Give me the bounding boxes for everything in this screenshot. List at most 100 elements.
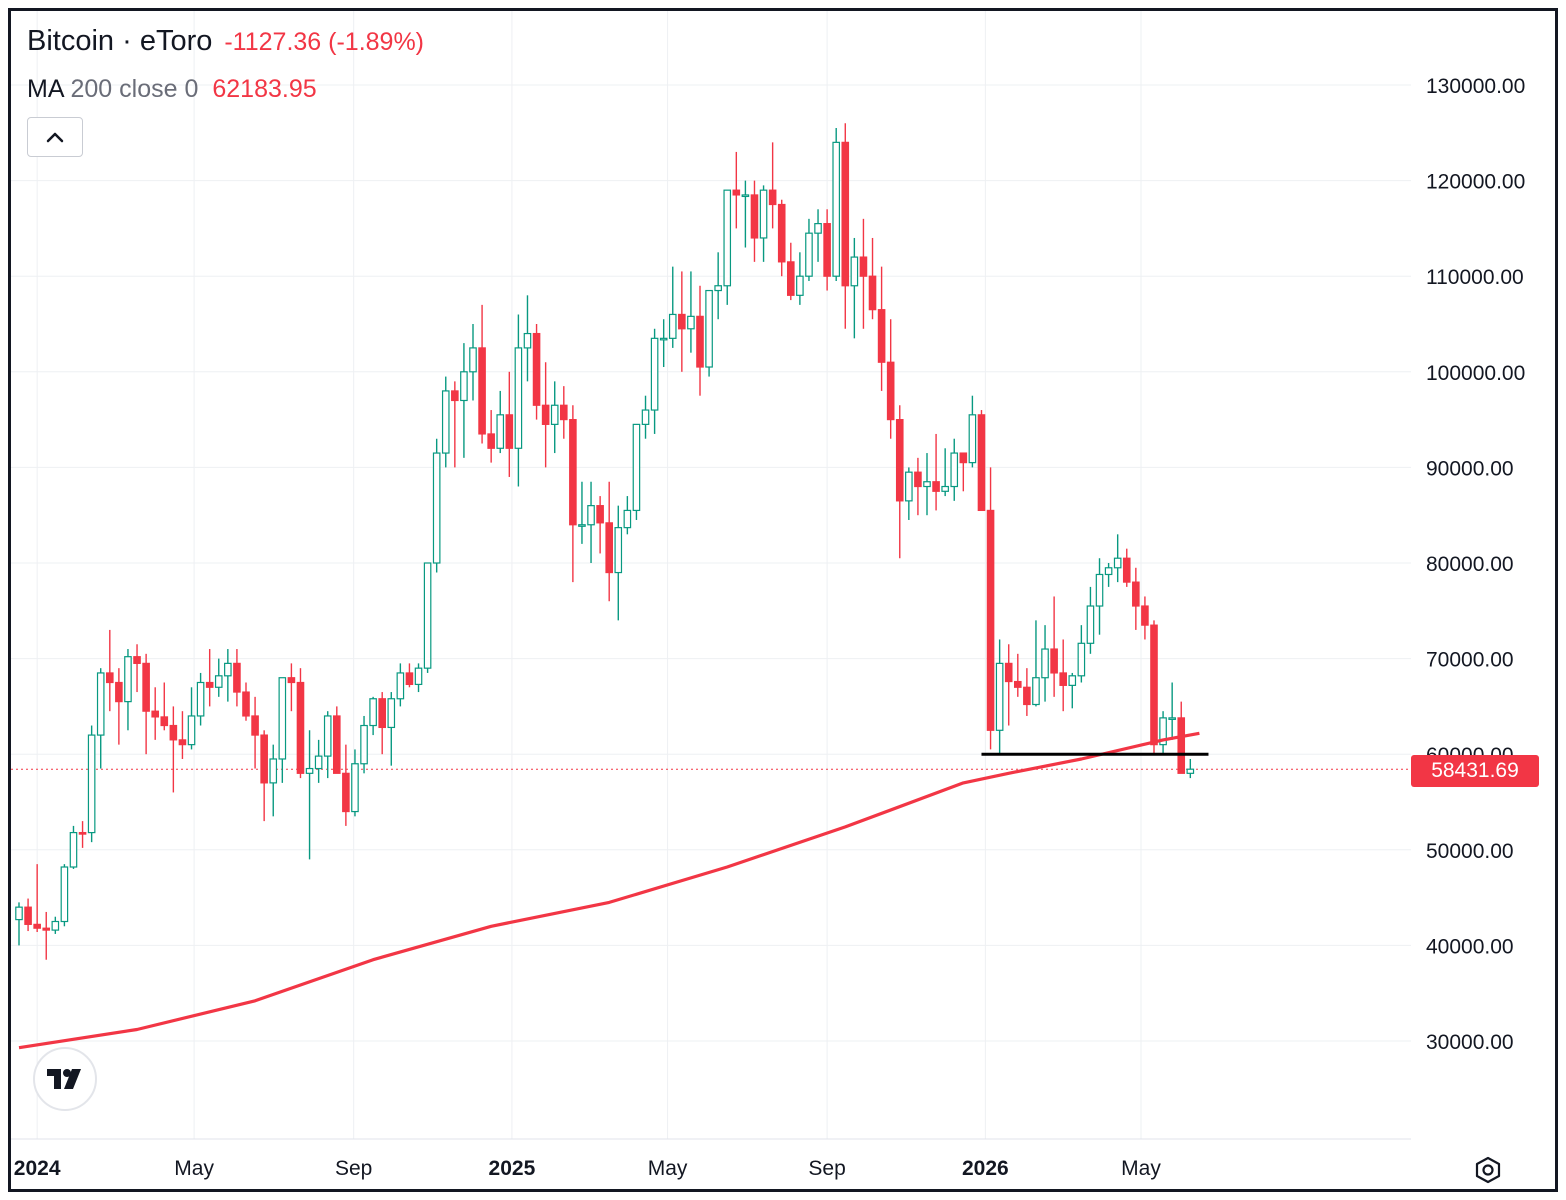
candle-body[interactable] — [333, 715, 341, 774]
candle-body[interactable] — [605, 522, 614, 574]
candle-body[interactable] — [868, 275, 877, 311]
candle-body[interactable] — [1023, 686, 1031, 706]
candle-body[interactable] — [823, 223, 831, 277]
candle-body[interactable] — [205, 681, 214, 688]
candle-body[interactable] — [323, 715, 332, 757]
candle-body[interactable] — [905, 471, 913, 502]
candle-body[interactable] — [1095, 573, 1104, 607]
candle-body[interactable] — [414, 667, 423, 686]
candle-body[interactable] — [342, 772, 350, 813]
candle-body[interactable] — [469, 347, 477, 373]
candle-body[interactable] — [360, 724, 368, 765]
candle-body[interactable] — [1132, 581, 1140, 607]
candle-body[interactable] — [460, 371, 468, 402]
collapse-legend-button[interactable] — [27, 117, 83, 157]
candle-body[interactable] — [923, 481, 931, 488]
candle-body[interactable] — [559, 404, 568, 421]
candle-body[interactable] — [1104, 567, 1113, 576]
candle-body[interactable] — [950, 452, 959, 488]
candle-body[interactable] — [777, 203, 786, 263]
candle-body[interactable] — [96, 672, 105, 736]
candle-body[interactable] — [859, 256, 868, 277]
candle-body[interactable] — [451, 390, 459, 402]
candle-body[interactable] — [741, 194, 750, 198]
candle-body[interactable] — [1150, 624, 1158, 746]
candle-body[interactable] — [387, 698, 396, 729]
candle-body[interactable] — [178, 739, 187, 746]
candle-body[interactable] — [115, 681, 123, 703]
candle-body[interactable] — [623, 509, 632, 529]
candle-body[interactable] — [378, 698, 387, 729]
candle-body[interactable] — [160, 716, 169, 727]
candle-body[interactable] — [668, 313, 677, 339]
candle-body[interactable] — [641, 409, 650, 425]
candle-body[interactable] — [187, 715, 196, 746]
candle-body[interactable] — [805, 232, 813, 277]
candle-body[interactable] — [569, 419, 577, 526]
candle-body[interactable] — [69, 831, 78, 868]
candle-body[interactable] — [750, 194, 759, 239]
candle-body[interactable] — [523, 332, 532, 349]
candle-body[interactable] — [732, 189, 741, 196]
candle-body[interactable] — [441, 390, 450, 454]
moving-average-line[interactable] — [18, 731, 1200, 1050]
candle-body[interactable] — [496, 414, 505, 449]
candle-body[interactable] — [505, 414, 514, 449]
candle-body[interactable] — [242, 691, 250, 717]
candle-body[interactable] — [796, 275, 804, 296]
candle-body[interactable] — [895, 419, 904, 502]
candle-body[interactable] — [51, 920, 60, 931]
candle-body[interactable] — [941, 485, 949, 492]
candle-body[interactable] — [214, 675, 223, 688]
candle-body[interactable] — [614, 527, 623, 574]
candle-body[interactable] — [1086, 605, 1095, 644]
candle-body[interactable] — [1013, 680, 1022, 688]
candle-body[interactable] — [314, 755, 323, 770]
candle-body[interactable] — [1113, 557, 1122, 569]
candle-body[interactable] — [1004, 662, 1013, 683]
candle-body[interactable] — [42, 927, 51, 931]
candle-body[interactable] — [759, 189, 768, 239]
candle-body[interactable] — [224, 662, 232, 677]
candle-body[interactable] — [24, 906, 32, 925]
candle-body[interactable] — [369, 698, 377, 727]
candle-body[interactable] — [977, 414, 986, 512]
candle-body[interactable] — [932, 481, 940, 492]
candle-body[interactable] — [841, 141, 850, 287]
candle-body[interactable] — [696, 315, 704, 368]
candle-body[interactable] — [196, 681, 205, 717]
candle-body[interactable] — [596, 505, 604, 524]
candle-body[interactable] — [1168, 717, 1176, 720]
candle-body[interactable] — [659, 337, 668, 341]
candle-body[interactable] — [1122, 557, 1131, 583]
candle-body[interactable] — [1177, 717, 1186, 774]
tradingview-logo-icon[interactable] — [33, 1047, 97, 1111]
candle-body[interactable] — [1059, 672, 1068, 686]
candle-body[interactable] — [351, 763, 359, 813]
candle-body[interactable] — [714, 285, 722, 292]
symbol-title[interactable]: Bitcoin · eToro — [27, 25, 213, 57]
candle-body[interactable] — [296, 681, 305, 774]
candle-body[interactable] — [396, 672, 405, 700]
candle-body[interactable] — [1041, 648, 1049, 679]
candle-body[interactable] — [87, 734, 96, 834]
candle-body[interactable] — [287, 677, 296, 684]
candle-body[interactable] — [768, 189, 777, 206]
candle-body[interactable] — [124, 656, 132, 703]
candle-body[interactable] — [33, 923, 41, 929]
candle-body[interactable] — [687, 315, 695, 330]
candle-body[interactable] — [423, 562, 432, 669]
candle-body[interactable] — [278, 677, 287, 760]
candle-body[interactable] — [405, 672, 414, 686]
candle-body[interactable] — [886, 361, 895, 421]
candle-body[interactable] — [1068, 675, 1077, 686]
candle-body[interactable] — [142, 662, 150, 712]
candle-body[interactable] — [432, 452, 441, 564]
candle-body[interactable] — [995, 662, 1004, 731]
candle-body[interactable] — [60, 866, 69, 923]
indicator-legend-row[interactable]: MA 200 close 0 62183.95 — [27, 75, 317, 104]
candle-body[interactable] — [15, 906, 23, 921]
candle-body[interactable] — [169, 724, 178, 741]
candle-body[interactable] — [78, 831, 87, 835]
candle-body[interactable] — [133, 656, 141, 664]
